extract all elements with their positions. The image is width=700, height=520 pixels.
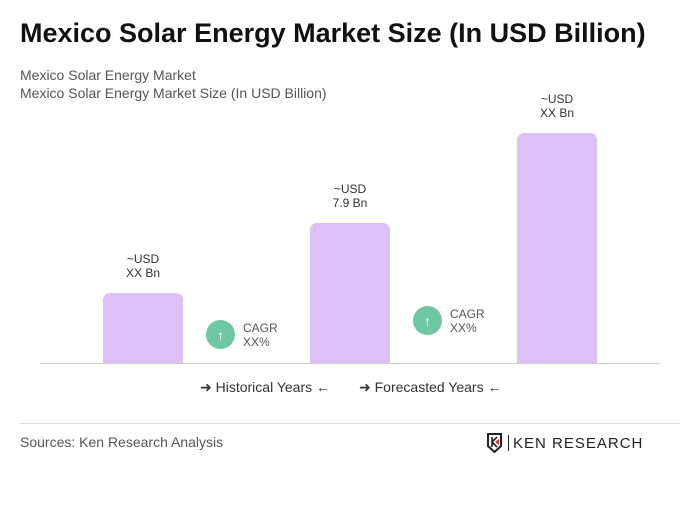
data-label: ~USD XX Bn [539, 92, 575, 120]
logo-shield-icon [487, 433, 502, 453]
bar [310, 223, 390, 363]
legend-label: Historical Years [215, 379, 313, 395]
x-axis [40, 363, 660, 364]
cagr-badge: ↑ CAGR XX% [206, 320, 278, 349]
source-text: Sources: Ken Research Analysis [20, 434, 224, 450]
subtitle: Mexico Solar Energy Market [20, 67, 196, 83]
cagr-value: XX% [243, 334, 270, 349]
cagr-label: CAGR [243, 320, 278, 335]
data-label: ~USD 7.9 Bn [332, 182, 368, 210]
legend-forecasted: ➜ Forecasted Years ← [359, 379, 502, 395]
cagr-value: XX% [450, 320, 477, 335]
legend-label: Forecasted Years [374, 379, 484, 395]
divider [20, 423, 680, 424]
bar [103, 293, 183, 363]
ken-research-logo: KEN RESEARCH [486, 433, 643, 453]
chart-title: Mexico Solar Energy Market Size (In USD … [20, 18, 646, 48]
legend-historical: ➜ Historical Years ← [200, 379, 331, 395]
bar [517, 133, 597, 363]
arrow-up-icon: ↑ [206, 320, 235, 349]
cagr-label: CAGR [450, 306, 485, 321]
subtitle-2: Mexico Solar Energy Market Size (In USD … [20, 85, 327, 101]
arrow-up-icon: ↑ [413, 306, 442, 335]
data-label: ~USD XX Bn [125, 252, 161, 280]
cagr-badge: ↑ CAGR XX% [413, 306, 485, 335]
